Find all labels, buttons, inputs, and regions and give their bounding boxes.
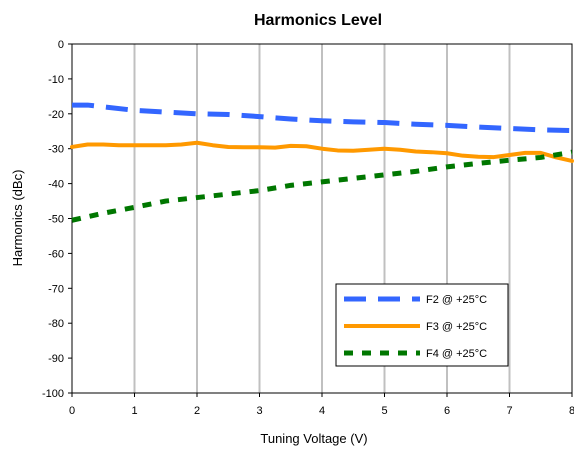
data-series (70, 102, 574, 223)
y-tick-label: -100 (42, 388, 64, 400)
y-tick-label: -90 (48, 353, 64, 365)
y-tick-label: -70 (48, 283, 64, 295)
x-axis-label: Tuning Voltage (V) (260, 431, 367, 446)
x-tick-label: 8 (569, 405, 574, 417)
y-tick-label: -50 (48, 214, 64, 226)
x-tick-label: 5 (381, 405, 387, 417)
y-axis-label: Harmonics (dBc) (10, 170, 25, 267)
grid-lines (133, 44, 511, 393)
y-tick-label: -60 (48, 248, 64, 260)
legend-label-f4: F4 @ +25°C (426, 348, 487, 360)
series-line-f4 (71, 149, 573, 223)
chart-title: Harmonics Level (254, 12, 382, 29)
x-tick-label: 0 (69, 405, 75, 417)
y-tick-label: -10 (48, 74, 64, 86)
legend-label-f3: F3 @ +25°C (426, 321, 487, 333)
x-tick-label: 4 (319, 405, 325, 417)
legend: F2 @ +25°C F3 @ +25°C F4 @ +25°C (335, 283, 509, 367)
y-tick-label: 0 (58, 39, 64, 51)
legend-label-f2: F2 @ +25°C (426, 294, 487, 306)
x-tick-label: 7 (506, 405, 512, 417)
x-tick-label: 6 (444, 405, 450, 417)
x-tick-label: 2 (194, 405, 200, 417)
y-tick-label: -80 (48, 318, 64, 330)
y-tick-label: -30 (48, 144, 64, 156)
axes: 0 1 2 3 4 5 6 7 8 0 -10 -20 -30 -40 -50 -60 -70 -80 -90 -10… (42, 39, 574, 417)
series-line-f2 (72, 102, 573, 134)
y-tick-label: -40 (48, 179, 64, 191)
y-tick-label: -20 (48, 109, 64, 121)
x-tick-label: 3 (256, 405, 262, 417)
series-line-f3 (70, 140, 574, 163)
x-tick-label: 1 (131, 405, 137, 417)
